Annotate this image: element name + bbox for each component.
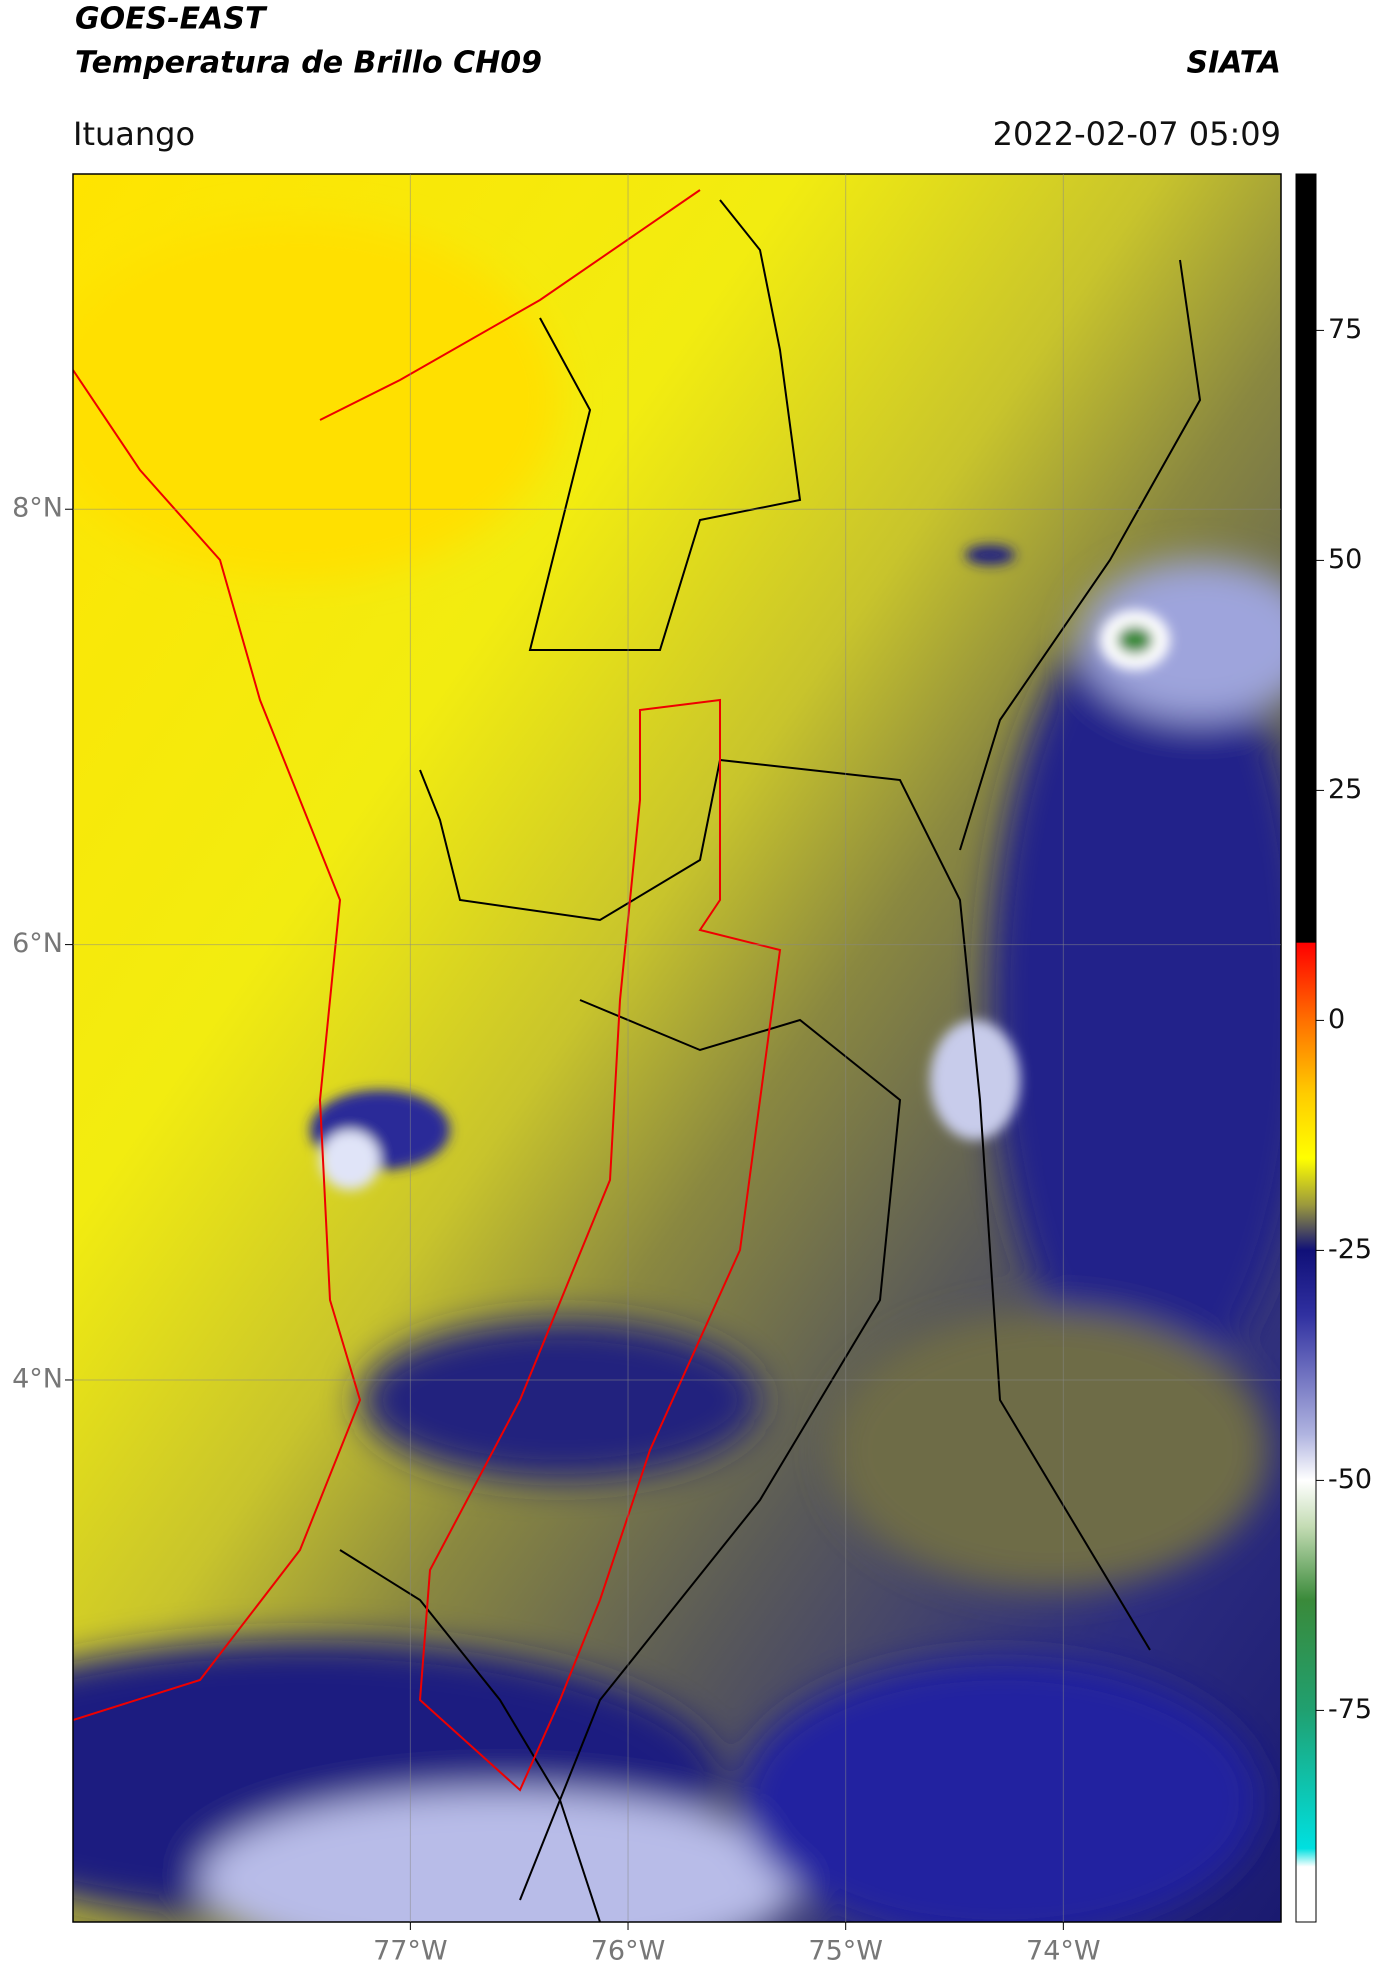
colorbar-label: 0 [1328, 1004, 1345, 1035]
colorbar [1295, 173, 1317, 1923]
subtitle: Temperatura de Brillo CH09 [75, 46, 542, 81]
datetime: 2022-02-07 05:09 [993, 115, 1281, 153]
colorbar-label: -75 [1328, 1694, 1372, 1725]
x-tick-label: 77°W [373, 1936, 448, 1967]
title: GOES-EAST [75, 2, 268, 37]
x-tick-label: 74°W [1026, 1936, 1101, 1967]
colorbar-label: -25 [1328, 1234, 1372, 1265]
colorbar-label: 25 [1328, 774, 1362, 805]
colorbar-label: 75 [1328, 314, 1362, 345]
colorbar-label: 50 [1328, 544, 1362, 575]
location: Ituango [73, 115, 195, 153]
source: SIATA [1187, 46, 1281, 81]
colorbar-label: -50 [1328, 1464, 1372, 1495]
x-tick-label: 76°W [591, 1936, 666, 1967]
map-frame [72, 173, 1282, 1923]
y-tick-label: 8°N [12, 493, 63, 524]
map-imagery [73, 174, 1281, 1922]
x-tick-label: 75°W [808, 1936, 883, 1967]
y-tick-label: 6°N [12, 928, 63, 959]
y-tick-label: 4°N [12, 1363, 63, 1394]
